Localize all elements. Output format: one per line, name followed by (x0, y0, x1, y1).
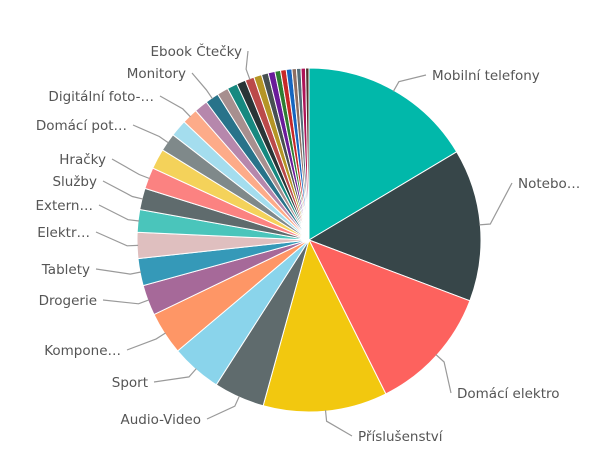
slice-label-mobilni-telefony: Mobilní telefony (432, 68, 540, 84)
leader-line-ebook-ctecky (245, 50, 251, 80)
leader-line-digitalni-foto (159, 95, 191, 118)
leader-line-sport (153, 368, 197, 383)
slice-label-audio-video: Audio-Video (120, 412, 201, 428)
slice-label-sport: Sport (112, 375, 148, 391)
slice-label-sluzby: Služby (52, 174, 97, 190)
slice-labels: Mobilní telefony Notebo… Domácí elektro Pří… (36, 42, 581, 445)
slice-label-domaci-pot: Domácí pot… (36, 118, 127, 134)
slice-label-prislusenstvi: Příslušenství (358, 429, 444, 445)
leader-line-notebo (479, 182, 513, 226)
slice-label-tablety: Tablety (41, 262, 90, 278)
slice-label-digitalni-foto: Digitální foto-… (48, 89, 154, 105)
slice-label-domaci-elektro: Domácí elektro (457, 386, 560, 402)
leader-line-elektr (95, 231, 139, 247)
leader-line-domaci-elektro (435, 354, 452, 394)
label-leader-lines (95, 50, 513, 437)
leader-line-monitory (191, 72, 213, 100)
leader-line-audio-video (206, 395, 240, 420)
leader-line-sluzby (102, 180, 144, 200)
slice-label-kompone: Kompone… (44, 343, 121, 359)
leader-line-extern (98, 204, 140, 222)
leader-line-kompone (126, 332, 166, 351)
leader-line-drogerie (102, 299, 150, 305)
slice-label-monitory: Monitory (127, 66, 186, 82)
slice-label-elektr: Elektr… (37, 225, 90, 241)
slice-label-extern: Extern… (36, 198, 94, 214)
slice-label-notebo: Notebo… (518, 176, 580, 192)
pie-slices (136, 67, 482, 413)
leader-line-domaci-pot (132, 124, 169, 144)
leader-line-tablety (95, 268, 142, 275)
slice-label-hracky: Hračky (59, 152, 106, 168)
leader-line-mobilni-telefony (392, 74, 427, 92)
leader-line-prislusenstvi (324, 410, 353, 437)
slice-label-ebook-ctecky: Ebook Čtečky (150, 42, 242, 60)
slice-label-drogerie: Drogerie (39, 293, 97, 309)
leader-line-hracky (111, 158, 150, 180)
pie-slice-32[interactable] (305, 67, 310, 241)
